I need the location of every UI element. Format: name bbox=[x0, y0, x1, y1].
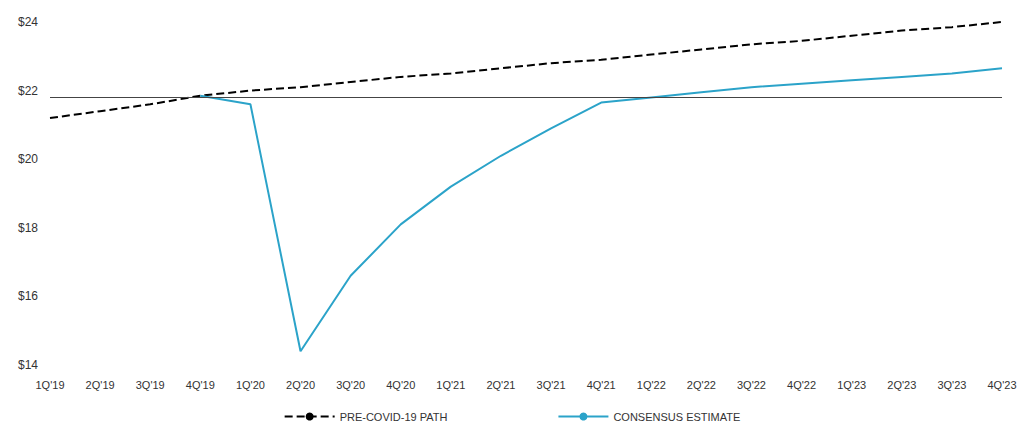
svg-text:4Q'23: 4Q'23 bbox=[987, 379, 1016, 391]
svg-text:2Q'20: 2Q'20 bbox=[286, 379, 315, 391]
svg-text:4Q'19: 4Q'19 bbox=[186, 379, 215, 391]
svg-text:1Q'21: 1Q'21 bbox=[436, 379, 465, 391]
svg-text:3Q'19: 3Q'19 bbox=[136, 379, 165, 391]
svg-text:4Q'21: 4Q'21 bbox=[587, 379, 616, 391]
svg-text:2Q'22: 2Q'22 bbox=[687, 379, 716, 391]
svg-text:3Q'22: 3Q'22 bbox=[737, 379, 766, 391]
svg-text:$24: $24 bbox=[18, 15, 38, 29]
svg-text:1Q'22: 1Q'22 bbox=[637, 379, 666, 391]
svg-text:$14: $14 bbox=[18, 358, 38, 372]
svg-text:2Q'21: 2Q'21 bbox=[486, 379, 515, 391]
svg-text:4Q'22: 4Q'22 bbox=[787, 379, 816, 391]
svg-text:3Q'20: 3Q'20 bbox=[336, 379, 365, 391]
svg-text:4Q'20: 4Q'20 bbox=[386, 379, 415, 391]
svg-text:$16: $16 bbox=[18, 289, 38, 303]
svg-text:1Q'20: 1Q'20 bbox=[236, 379, 265, 391]
svg-text:$18: $18 bbox=[18, 221, 38, 235]
svg-text:1Q'23: 1Q'23 bbox=[837, 379, 866, 391]
svg-text:2Q'23: 2Q'23 bbox=[887, 379, 916, 391]
svg-text:3Q'21: 3Q'21 bbox=[537, 379, 566, 391]
svg-text:1Q'19: 1Q'19 bbox=[35, 379, 64, 391]
svg-text:$22: $22 bbox=[18, 84, 38, 98]
svg-text:3Q'23: 3Q'23 bbox=[937, 379, 966, 391]
svg-text:CONSENSUS ESTIMATE: CONSENSUS ESTIMATE bbox=[613, 411, 740, 423]
svg-text:$20: $20 bbox=[18, 152, 38, 166]
svg-text:PRE-COVID-19 PATH: PRE-COVID-19 PATH bbox=[340, 411, 448, 423]
svg-text:2Q'19: 2Q'19 bbox=[86, 379, 115, 391]
